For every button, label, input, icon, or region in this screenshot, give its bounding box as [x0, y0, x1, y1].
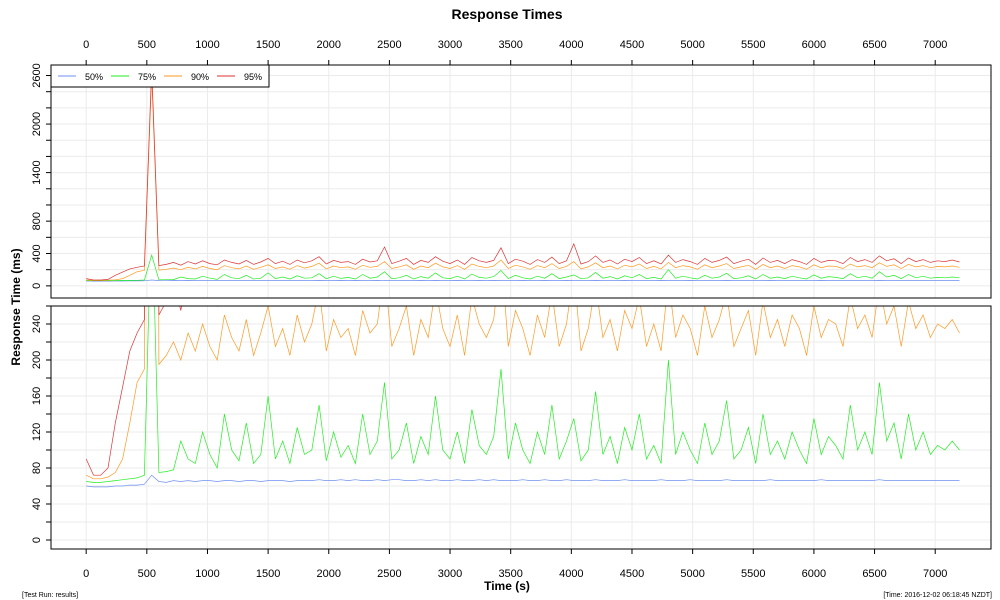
x-tick-label-top: 4500	[620, 39, 644, 51]
x-tick-label-bottom: 500	[138, 568, 156, 580]
x-tick-label-bottom: 5500	[741, 568, 765, 580]
series-line-50pct	[86, 279, 960, 282]
y-tick-label: 2000	[31, 112, 43, 136]
y-tick-label: 120	[31, 423, 43, 441]
y-tick-label: 800	[31, 212, 43, 230]
y-tick-label: 80	[31, 462, 43, 474]
x-tick-label-top: 2000	[317, 39, 341, 51]
legend-label: 95%	[244, 72, 262, 82]
x-axis-label: Time (s)	[484, 579, 530, 593]
x-tick-label-top: 3500	[498, 39, 522, 51]
x-tick-label-bottom: 6000	[802, 568, 826, 580]
x-tick-label-bottom: 2500	[377, 568, 401, 580]
plot-frame	[50, 64, 992, 299]
series-line-90pct	[86, 75, 960, 281]
x-tick-label-bottom: 5000	[680, 568, 704, 580]
series-line-75pct	[86, 306, 960, 483]
x-tick-label-top: 6000	[802, 39, 826, 51]
y-tick-label: 0	[31, 283, 43, 289]
series-line-90pct	[86, 306, 960, 480]
legend-label: 90%	[191, 72, 209, 82]
x-tick-label-top: 1500	[256, 39, 280, 51]
x-tick-label-top: 4000	[559, 39, 583, 51]
y-tick-label: 160	[31, 387, 43, 405]
x-tick-label-bottom: 7000	[923, 568, 947, 580]
chart-title: Response Times	[451, 6, 562, 22]
legend: 50% 75% 90% 95%	[50, 64, 270, 88]
x-tick-label-top: 3000	[438, 39, 462, 51]
y-axis-label: Response Time (ms)	[9, 248, 23, 365]
y-tick-label: 2600	[31, 63, 43, 87]
y-tick-label: 200	[31, 351, 43, 369]
x-tick-label-bottom: 3000	[438, 568, 462, 580]
x-tick-label-bottom: 4000	[559, 568, 583, 580]
legend-label: 50%	[85, 72, 103, 82]
x-tick-label-bottom: 3500	[498, 568, 522, 580]
plot-frame	[50, 305, 992, 550]
x-tick-label-bottom: 2000	[317, 568, 341, 580]
y-tick-label: 40	[31, 498, 43, 510]
x-tick-label-top: 5000	[680, 39, 704, 51]
x-tick-label-top: 6500	[862, 39, 886, 51]
y-tick-label: 1400	[31, 160, 43, 184]
x-tick-label-bottom: 4500	[620, 568, 644, 580]
panel-zoomed: 0 40 80 120 160 200 240	[31, 305, 992, 550]
x-tick-label-top: 2500	[377, 39, 401, 51]
x-tick-label-bottom: 1500	[256, 568, 280, 580]
x-tick-label-bottom: 0	[83, 568, 89, 580]
x-tick-label-top: 1000	[195, 39, 219, 51]
x-tick-label-top: 7000	[923, 39, 947, 51]
footer-timestamp: [Time: 2016-12-02 06:18:45 NZDT]	[883, 592, 992, 599]
footer-test-run: [Test Run: results]	[22, 592, 78, 599]
x-tick-label-top: 500	[138, 39, 156, 51]
x-tick-label-top: 5500	[741, 39, 765, 51]
x-tick-label-top: 0	[83, 39, 89, 51]
series-line-50pct	[86, 474, 960, 488]
series-line-75pct	[86, 253, 960, 282]
series-line-95pct	[86, 67, 960, 281]
x-tick-label-bottom: 6500	[862, 568, 886, 580]
y-tick-label: 0	[31, 537, 43, 543]
y-tick-label: 240	[31, 315, 43, 333]
legend-label: 75%	[138, 72, 156, 82]
y-tick-label: 400	[31, 244, 43, 262]
x-tick-label-bottom: 1000	[195, 568, 219, 580]
panel-full: 0 400 800 1400 2000 2600	[31, 63, 992, 299]
legend-box	[50, 64, 270, 88]
